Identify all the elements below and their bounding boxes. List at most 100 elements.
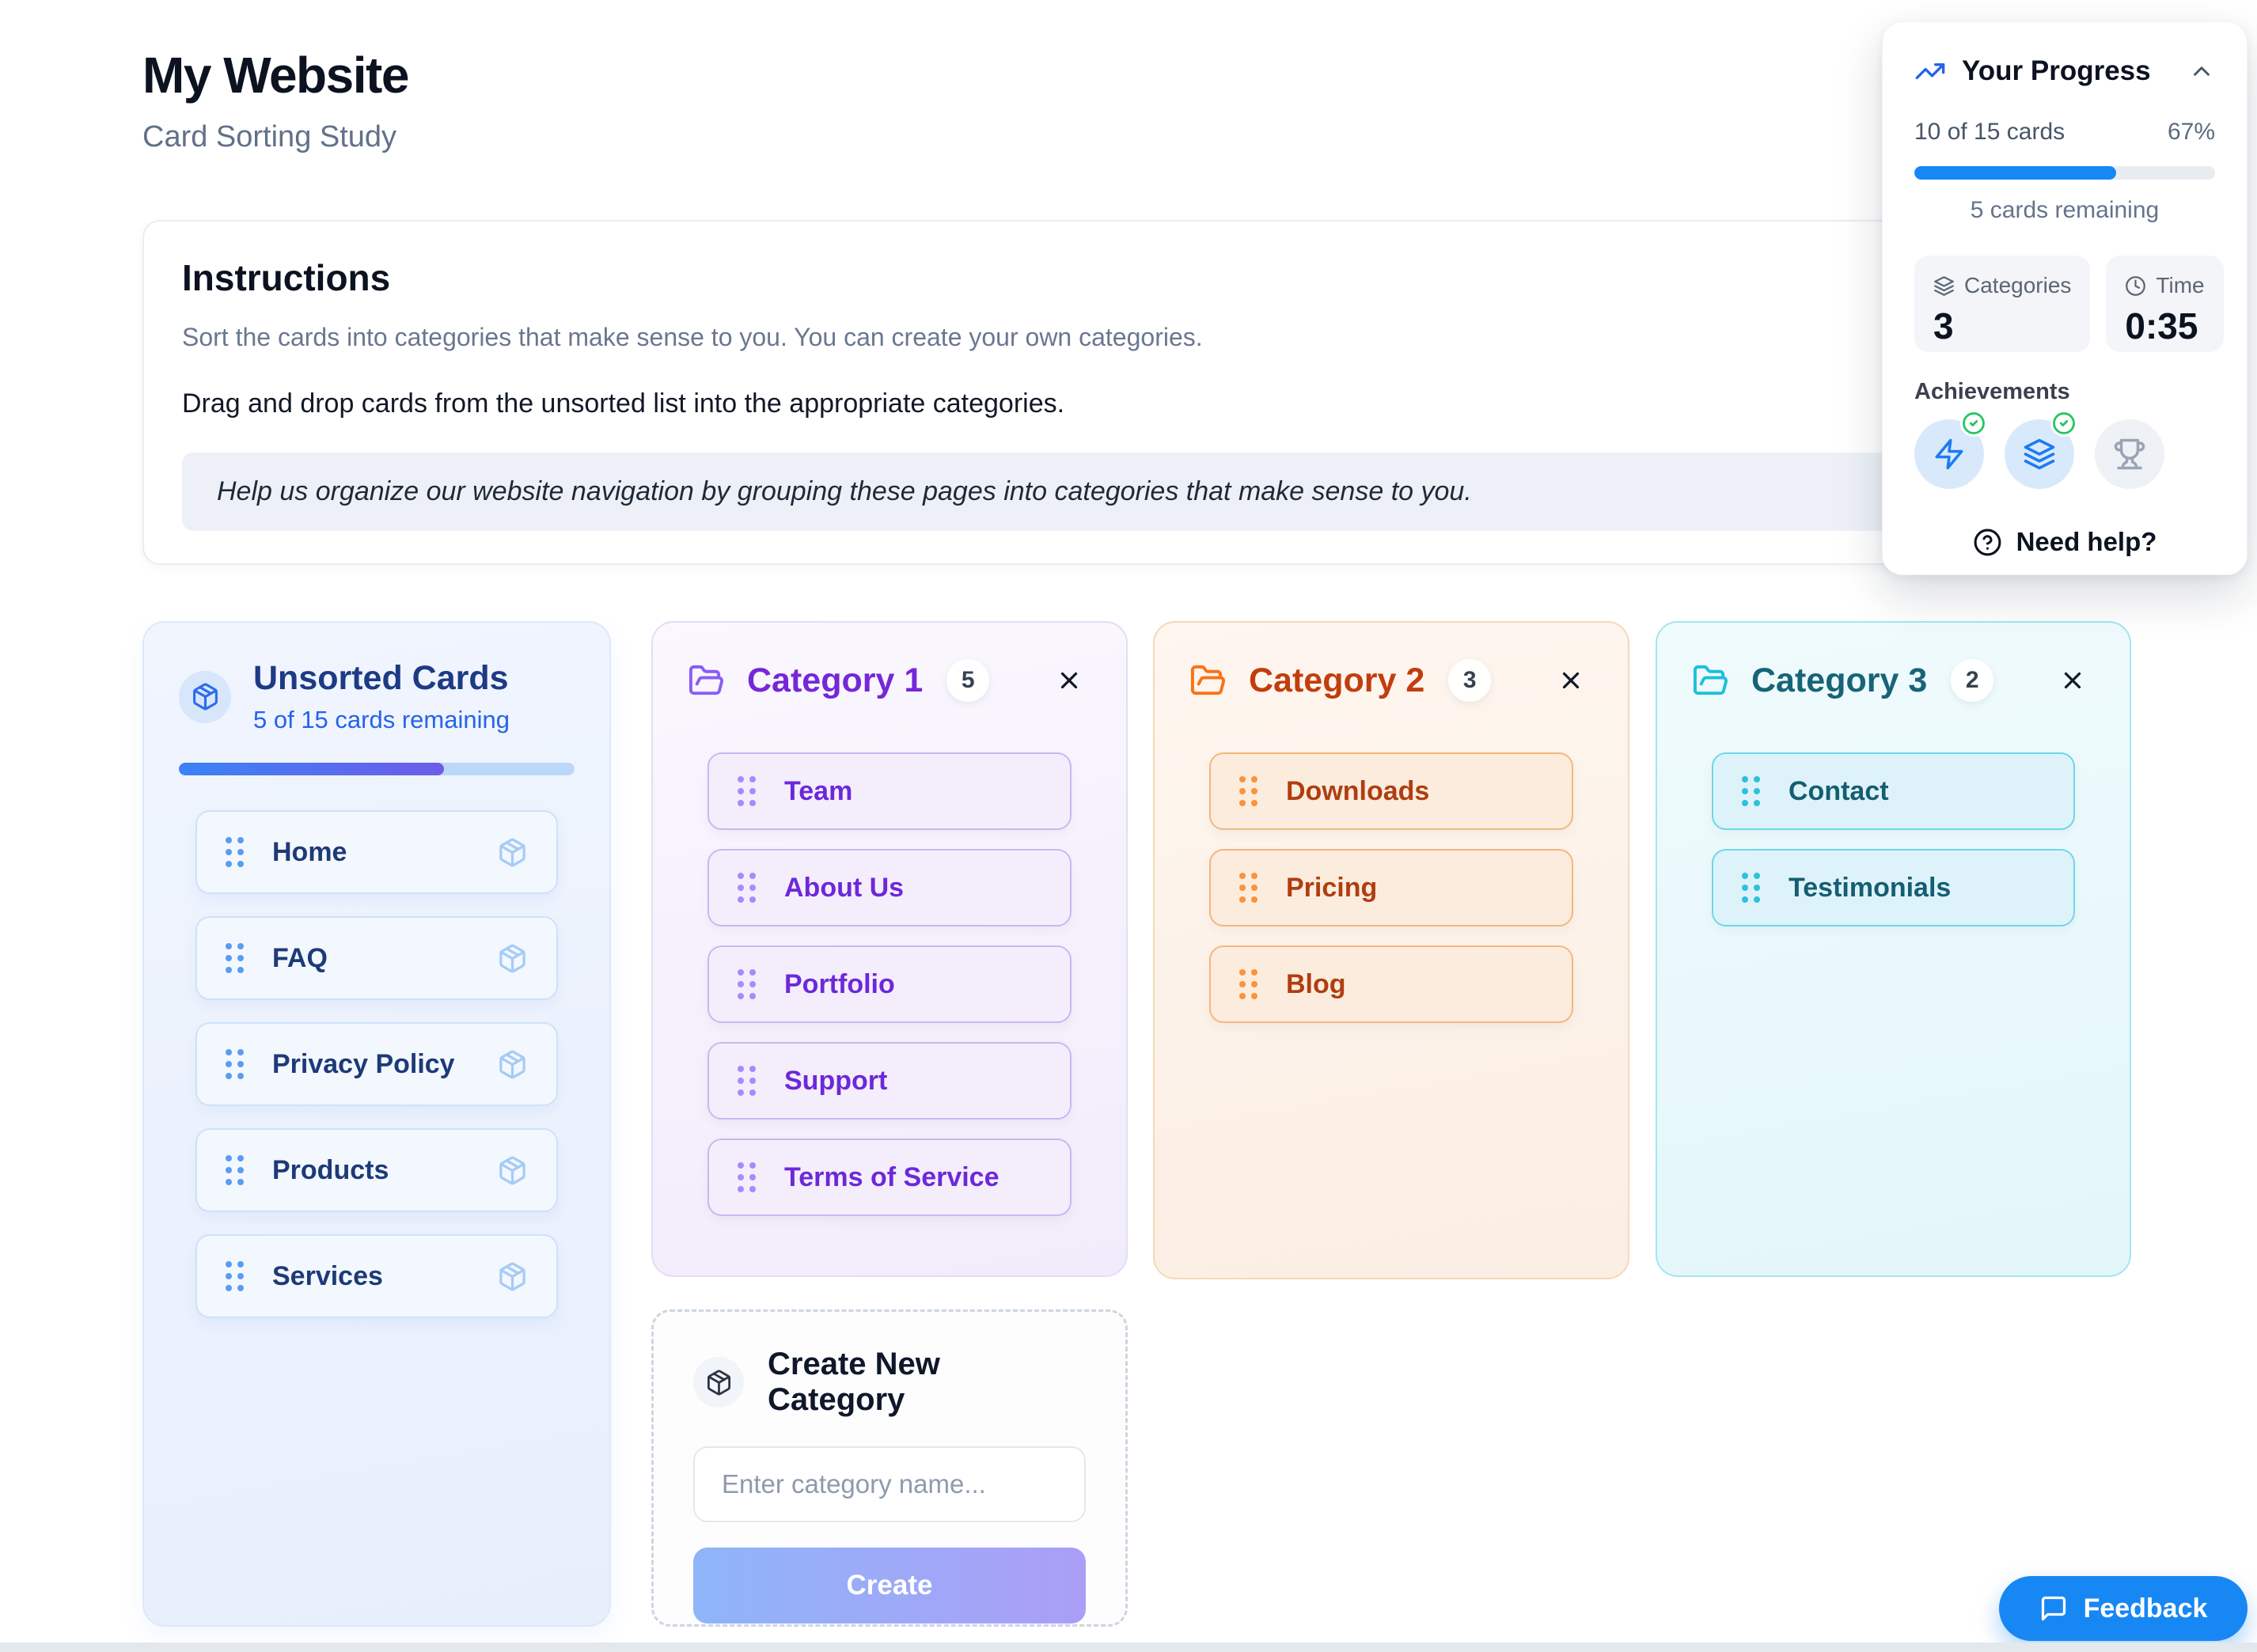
create-category-box: Create New Category Create bbox=[651, 1309, 1128, 1627]
progress-panel-title: Your Progress bbox=[1962, 55, 2151, 86]
category-2-close-button[interactable] bbox=[1555, 665, 1587, 696]
card-about-us[interactable]: About Us bbox=[707, 849, 1072, 926]
drag-handle-icon[interactable] bbox=[1239, 776, 1257, 806]
card-label: Support bbox=[784, 1065, 888, 1096]
category-3-close-button[interactable] bbox=[2057, 665, 2088, 696]
box-icon bbox=[497, 1261, 528, 1292]
achievement-categories bbox=[2005, 410, 2077, 489]
close-icon bbox=[1056, 667, 1083, 694]
overall-progress-bar bbox=[1914, 166, 2215, 180]
drag-handle-icon[interactable] bbox=[1239, 969, 1257, 999]
card-label: Products bbox=[272, 1154, 389, 1185]
card-label: Terms of Service bbox=[784, 1161, 1000, 1192]
window-bottom-edge bbox=[0, 1643, 2257, 1652]
card-pricing[interactable]: Pricing bbox=[1209, 849, 1573, 926]
category-3-title: Category 3 bbox=[1751, 661, 1928, 699]
achievement-speed bbox=[1914, 410, 1987, 489]
card-label: About Us bbox=[784, 872, 905, 903]
layers-icon bbox=[1933, 275, 1955, 297]
page-subtitle: Card Sorting Study bbox=[142, 120, 397, 153]
card-services[interactable]: Services bbox=[195, 1234, 558, 1318]
need-help-link[interactable]: Need help? bbox=[1914, 527, 2215, 557]
card-testimonials[interactable]: Testimonials bbox=[1712, 849, 2075, 926]
unsorted-progress-fill bbox=[179, 763, 444, 775]
collapse-panel-button[interactable] bbox=[2188, 58, 2215, 85]
card-products[interactable]: Products bbox=[195, 1128, 558, 1212]
layers-icon bbox=[2023, 438, 2056, 471]
drag-handle-icon[interactable] bbox=[738, 969, 756, 999]
page-title: My Website bbox=[142, 47, 409, 104]
drag-handle-icon[interactable] bbox=[226, 1261, 244, 1291]
card-home[interactable]: Home bbox=[195, 810, 558, 894]
drag-handle-icon[interactable] bbox=[738, 1162, 756, 1192]
card-terms-of-service[interactable]: Terms of Service bbox=[707, 1139, 1072, 1216]
help-circle-icon bbox=[1973, 528, 2002, 557]
unsorted-column: Unsorted Cards 5 of 15 cards remaining H… bbox=[142, 621, 611, 1627]
category-1-title: Category 1 bbox=[747, 661, 924, 699]
card-team[interactable]: Team bbox=[707, 752, 1072, 830]
card-label: Testimonials bbox=[1789, 872, 1952, 903]
category-name-input[interactable] bbox=[693, 1446, 1086, 1522]
unsorted-subtitle: 5 of 15 cards remaining bbox=[253, 706, 510, 733]
achievement-trophy-locked bbox=[2095, 419, 2164, 489]
category-3-count-badge: 2 bbox=[1951, 659, 1994, 702]
card-portfolio[interactable]: Portfolio bbox=[707, 945, 1072, 1023]
drag-handle-icon[interactable] bbox=[226, 837, 244, 867]
drag-handle-icon[interactable] bbox=[1742, 873, 1760, 903]
card-privacy-policy[interactable]: Privacy Policy bbox=[195, 1022, 558, 1106]
category-3-column: Category 3 2 Contact Testimonials bbox=[1656, 621, 2131, 1277]
card-label: Pricing bbox=[1286, 872, 1378, 903]
box-icon bbox=[497, 1155, 528, 1186]
card-label: FAQ bbox=[272, 942, 328, 973]
card-faq[interactable]: FAQ bbox=[195, 916, 558, 1000]
feedback-button[interactable]: Feedback bbox=[1999, 1576, 2248, 1641]
card-label: Privacy Policy bbox=[272, 1048, 455, 1079]
box-icon bbox=[497, 837, 528, 868]
folder-open-icon bbox=[1692, 662, 1729, 699]
close-icon bbox=[2059, 667, 2086, 694]
category-2-column: Category 2 3 Downloads Pricing Blog bbox=[1153, 621, 1629, 1279]
drag-handle-icon[interactable] bbox=[226, 943, 244, 973]
create-category-button[interactable]: Create bbox=[693, 1548, 1086, 1624]
card-label: Contact bbox=[1789, 775, 1889, 806]
clock-icon bbox=[2125, 275, 2146, 297]
box-icon bbox=[179, 670, 231, 723]
box-icon bbox=[497, 1049, 528, 1080]
category-1-count-badge: 5 bbox=[946, 659, 990, 702]
drag-handle-icon[interactable] bbox=[738, 776, 756, 806]
unsorted-title: Unsorted Cards bbox=[253, 659, 509, 697]
stat-categories-label: Categories bbox=[1964, 273, 2072, 297]
card-label: Services bbox=[272, 1260, 383, 1291]
chat-bubble-icon bbox=[2039, 1594, 2068, 1623]
drag-handle-icon[interactable] bbox=[1239, 873, 1257, 903]
chevron-up-icon bbox=[2188, 58, 2215, 85]
check-circle-icon bbox=[2052, 411, 2076, 435]
check-circle-icon bbox=[1962, 411, 1986, 435]
drag-handle-icon[interactable] bbox=[738, 1066, 756, 1096]
trophy-icon bbox=[2113, 438, 2146, 471]
instructions-card: Instructions Sort the cards into categor… bbox=[142, 220, 2133, 565]
drag-handle-icon[interactable] bbox=[1742, 776, 1760, 806]
overall-progress-fill bbox=[1914, 166, 2116, 180]
achievement-earned-badge bbox=[2050, 410, 2077, 437]
remaining-label: 5 cards remaining bbox=[1970, 197, 2160, 223]
card-label: Team bbox=[784, 775, 853, 806]
card-downloads[interactable]: Downloads bbox=[1209, 752, 1573, 830]
stat-categories-value: 3 bbox=[1933, 305, 1954, 347]
stat-time: Time 0:35 bbox=[2106, 256, 2224, 352]
drag-handle-icon[interactable] bbox=[738, 873, 756, 903]
category-1-close-button[interactable] bbox=[1053, 665, 1085, 696]
drag-handle-icon[interactable] bbox=[226, 1155, 244, 1185]
achievements-label: Achievements bbox=[1914, 379, 2070, 404]
drag-handle-icon[interactable] bbox=[226, 1049, 244, 1079]
feedback-label: Feedback bbox=[2083, 1593, 2208, 1624]
zap-icon bbox=[1933, 438, 1966, 471]
need-help-label: Need help? bbox=[2016, 527, 2157, 556]
close-icon bbox=[1557, 667, 1584, 694]
instructions-line1: Sort the cards into categories that make… bbox=[182, 323, 1203, 351]
card-blog[interactable]: Blog bbox=[1209, 945, 1573, 1023]
card-contact[interactable]: Contact bbox=[1712, 752, 2075, 830]
card-support[interactable]: Support bbox=[707, 1042, 1072, 1120]
stat-time-value: 0:35 bbox=[2125, 305, 2198, 347]
instructions-line2: Drag and drop cards from the unsorted li… bbox=[182, 388, 1065, 419]
